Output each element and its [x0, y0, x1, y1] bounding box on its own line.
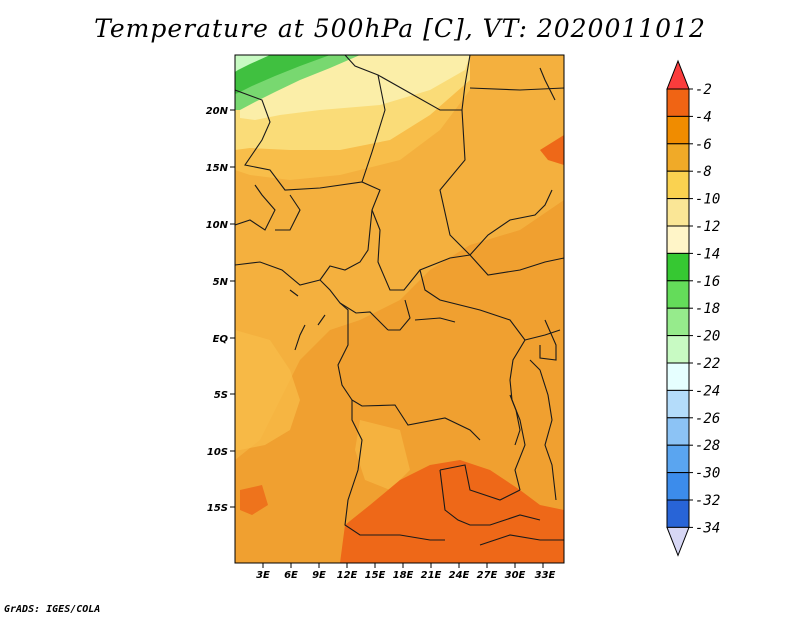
colorbar-label: -12	[695, 219, 720, 235]
colorbar-label: -4	[695, 109, 712, 125]
lon-label-6e: 6E	[284, 570, 298, 581]
green-band	[235, 55, 330, 94]
colorbar-label: -26	[695, 411, 720, 427]
lat-label-eq: EQ	[213, 334, 229, 345]
colorbar-segment	[666, 225, 690, 254]
lat-label-10s: 10S	[207, 447, 228, 458]
colorbar-label: -2	[695, 82, 712, 98]
colorbar-segment	[666, 88, 690, 117]
colorbar-segment	[666, 362, 690, 391]
map-frame	[234, 54, 565, 564]
colorbar-label: -16	[695, 274, 720, 290]
colorbar-label: -18	[695, 301, 720, 317]
colorbar-label: -6	[695, 137, 712, 153]
colorbar-label: -32	[695, 493, 720, 509]
colorbar-segment	[666, 307, 690, 337]
map-panel	[235, 55, 564, 563]
lon-label-12e: 12E	[337, 570, 358, 581]
colorbar-segment	[666, 444, 690, 474]
colorbar-segment	[666, 198, 690, 227]
colorbar-arrow-top	[666, 59, 690, 90]
red-orange-region	[340, 460, 564, 563]
chart-title: Temperature at 500hPa [C], VT: 202001101…	[94, 14, 706, 43]
colorbar-segment	[666, 389, 690, 419]
lon-label-27e: 27E	[477, 570, 498, 581]
lat-label-10n: 10N	[206, 220, 229, 231]
lat-ticks	[230, 109, 235, 508]
colorbar-arrow-bottom	[666, 526, 690, 557]
pale-green-corner	[235, 55, 270, 72]
colorbar-segment	[666, 499, 690, 528]
country-boundaries	[235, 55, 564, 546]
colorbar-segment	[666, 472, 690, 501]
lat-labels: 20N 15N 10N 5N EQ 5S 10S 15S	[206, 106, 229, 514]
colorbar-segment	[666, 417, 690, 446]
lat-label-5s: 5S	[214, 390, 228, 401]
lon-label-33e: 33E	[535, 570, 556, 581]
colorbar-segment	[666, 252, 690, 282]
lat-label-15n: 15N	[206, 163, 229, 174]
lon-label-30e: 30E	[505, 570, 526, 581]
lat-label-20n: 20N	[206, 106, 229, 117]
colorbar-segment	[666, 170, 690, 200]
colorbar-label: -14	[695, 246, 720, 262]
colorbar-label: -28	[695, 438, 720, 454]
colorbar-label: -10	[695, 192, 720, 208]
lat-label-15s: 15S	[207, 503, 228, 514]
lon-label-3e: 3E	[256, 570, 270, 581]
colorbar-segment	[666, 280, 690, 309]
lon-label-9e: 9E	[312, 570, 326, 581]
colorbar-label: -22	[695, 356, 720, 372]
colorbar-label: -24	[695, 383, 720, 399]
colorbar-label: -34	[695, 520, 720, 536]
lon-labels: 3E 6E 9E 12E 15E 18E 21E 24E 27E 30E 33E	[256, 570, 555, 581]
west-light-patch	[235, 330, 300, 450]
lon-label-18e: 18E	[393, 570, 414, 581]
central-light-patch	[355, 420, 410, 490]
red-orange-west-patch	[240, 485, 268, 515]
lon-label-24e: 24E	[449, 570, 470, 581]
colorbar-label: -30	[695, 466, 720, 482]
lon-label-15e: 15E	[365, 570, 386, 581]
lon-ticks	[262, 563, 544, 568]
lat-label-5n: 5N	[213, 277, 229, 288]
lon-label-21e: 21E	[421, 570, 442, 581]
colorbar-label: -20	[695, 329, 720, 345]
red-orange-east-patch	[540, 135, 564, 165]
colorbar-label: -8	[695, 164, 712, 180]
grads-credit: GrADS: IGES/COLA	[4, 604, 101, 615]
colorbar-segment	[666, 335, 690, 364]
colorbar: -2 -4 -6 -8 -10 -12 -14 -16 -18 -20 -22 -24 -26 -28 -3…	[666, 59, 720, 557]
colorbar-segment	[666, 143, 690, 172]
colorbar-segment	[666, 115, 690, 145]
